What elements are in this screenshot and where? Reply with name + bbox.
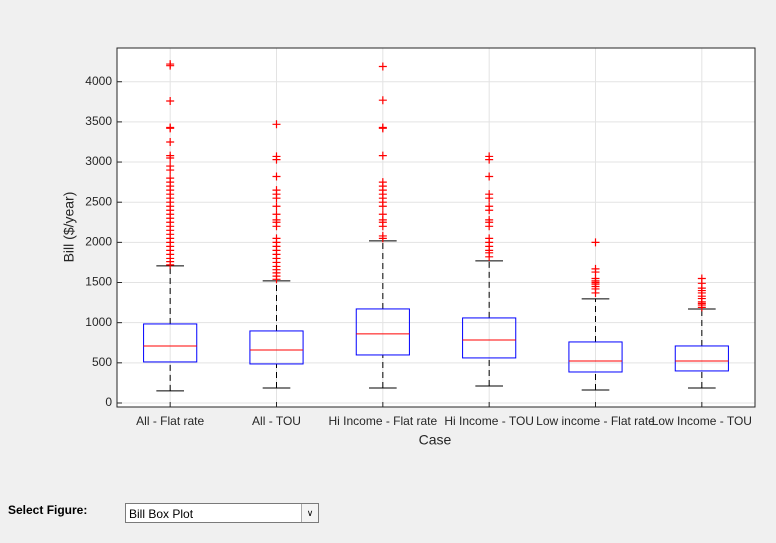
y-tick-label: 0 xyxy=(105,395,112,409)
outlier xyxy=(485,215,494,224)
outlier xyxy=(485,190,494,199)
outlier xyxy=(378,178,387,187)
outlier xyxy=(272,152,281,161)
outlier xyxy=(166,97,175,106)
y-tick-label: 3000 xyxy=(85,154,112,168)
outlier xyxy=(272,120,281,129)
axes-frame xyxy=(116,47,756,408)
outlier xyxy=(378,123,387,132)
y-tick-label: 1500 xyxy=(85,275,112,289)
outlier xyxy=(378,96,387,105)
y-tick-label: 2500 xyxy=(85,194,112,208)
outlier xyxy=(591,264,600,273)
outlier xyxy=(378,151,387,160)
outlier xyxy=(485,202,494,211)
plot-area xyxy=(117,48,755,407)
x-tick-label: Low Income - TOU xyxy=(652,414,752,428)
y-tick-label: 1000 xyxy=(85,315,112,329)
outlier xyxy=(272,186,281,195)
outlier xyxy=(272,210,281,219)
outlier xyxy=(378,231,387,240)
x-tick-label: All - TOU xyxy=(252,414,301,428)
outlier xyxy=(485,152,494,161)
y-tick-label: 2000 xyxy=(85,235,112,249)
box xyxy=(674,345,729,372)
x-axis-label: Case xyxy=(419,432,452,448)
dropdown-arrow[interactable]: ∨ xyxy=(301,504,318,522)
box xyxy=(355,308,410,356)
figure-select[interactable]: Bill Box Plot ∨ xyxy=(125,503,319,523)
outlier xyxy=(166,123,175,132)
outlier xyxy=(166,151,175,160)
outlier xyxy=(166,60,175,69)
box xyxy=(462,317,517,359)
y-axis-label: Bill ($/year) xyxy=(61,192,77,263)
y-tick-label: 4000 xyxy=(85,74,112,88)
outlier xyxy=(272,172,281,181)
outlier xyxy=(485,172,494,181)
select-value: Bill Box Plot xyxy=(129,507,194,521)
box xyxy=(249,330,304,365)
outlier xyxy=(378,62,387,71)
outlier xyxy=(166,174,175,183)
chart: Case Bill ($/year) 0 500 1000 1500 2000 2500 3… xyxy=(61,47,756,448)
box xyxy=(568,341,623,373)
y-tick-label: 3500 xyxy=(85,114,112,128)
x-tick-label: Hi Income - Flat rate xyxy=(328,414,437,428)
y-tick-label: 500 xyxy=(92,355,112,369)
select-label: Select Figure: xyxy=(8,503,88,517)
outlier xyxy=(166,162,175,171)
x-tick-label: Hi Income - TOU xyxy=(444,414,534,428)
outlier xyxy=(697,274,706,283)
outlier xyxy=(272,202,281,211)
outlier xyxy=(485,234,494,243)
box xyxy=(143,323,198,363)
outlier xyxy=(166,137,175,146)
outlier xyxy=(378,210,387,219)
x-tick-label: All - Flat rate xyxy=(136,414,204,428)
outlier xyxy=(272,234,281,243)
x-tick-label: Low income - Flat rate xyxy=(536,414,655,428)
outlier xyxy=(591,238,600,247)
